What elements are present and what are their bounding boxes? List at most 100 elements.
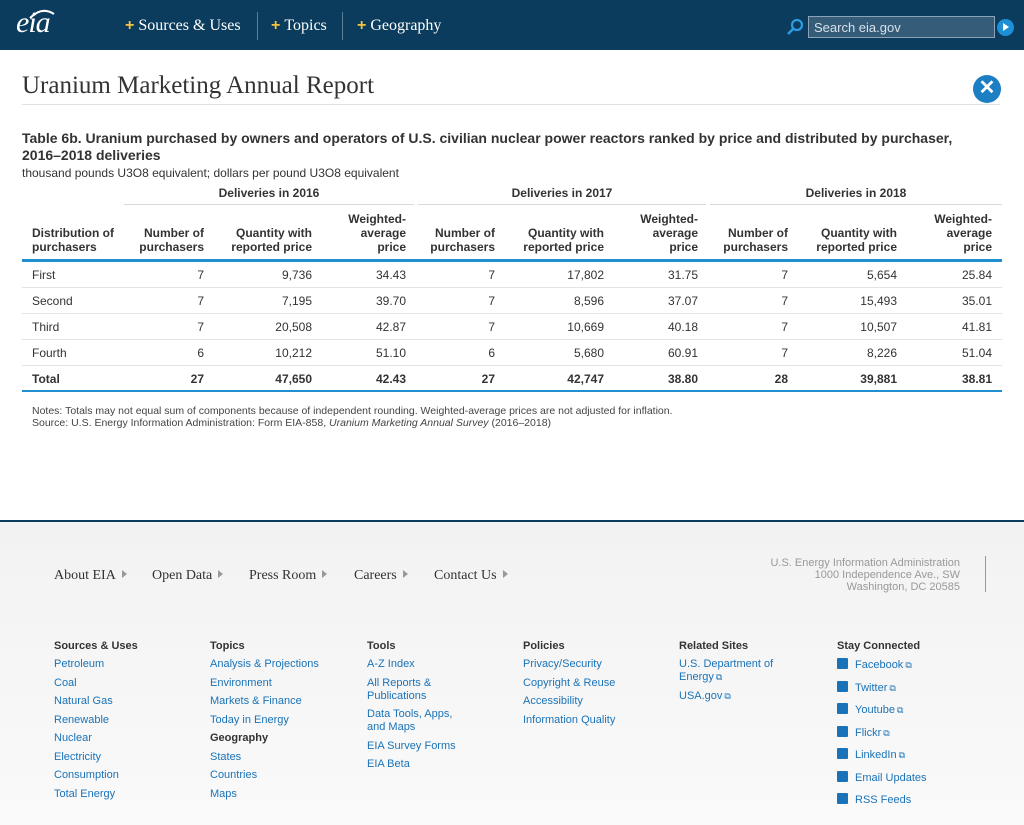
page-title: Uranium Marketing Annual Report [22,72,375,99]
col-header-line: price [377,240,406,254]
footer-link-nuclear[interactable]: Nuclear [54,732,92,744]
footer-link-electricity[interactable]: Electricity [54,750,102,763]
email-icon [837,770,848,782]
footer-link-renewable[interactable]: Renewable [54,713,110,726]
external-link-icon: ⧉ [715,672,723,682]
row-label: Second [32,294,73,308]
social-link-flickr[interactable]: Flickr ⧉ [837,725,977,740]
social-link-email[interactable]: Email Updates [837,770,977,785]
footer-nav-about[interactable]: About EIA [54,568,127,584]
footer-link-survey-forms[interactable]: EIA Survey Forms [367,739,456,752]
table-title: Table 6b. Uranium purchased by owners an… [22,130,953,163]
search-submit-button[interactable] [997,19,1014,36]
rss-icon [837,793,848,804]
col-header-line: reported price [231,240,312,254]
footer-subheading-geography: Geography [210,732,269,744]
footer-link-maps[interactable]: Maps [210,787,237,800]
social-link-youtube[interactable]: Youtube ⧉ [837,703,977,717]
col-header-line: Quantity with [236,226,312,240]
row-label: First [32,268,56,282]
external-link-icon: ⧉ [724,690,731,701]
col-header-distribution: Distribution of purchasers [32,226,114,254]
group-rule [418,204,706,205]
flickr-icon [837,725,848,737]
twitter-icon [837,680,848,692]
footer-nav-careers[interactable]: Careers [354,568,408,584]
search-input[interactable] [808,16,995,38]
row-label: Third [32,320,60,334]
footer-link-states[interactable]: States [210,750,242,763]
social-link-facebook[interactable]: Facebook ⧉ [837,658,977,672]
table-cell: 10,507 [860,320,897,334]
plus-icon: + [271,17,281,34]
social-link-linkedin[interactable]: LinkedIn ⧉ [837,748,977,762]
footer-col-related: Related Sites U.S. Department of Energy ⧉… [679,640,789,708]
footer-link-copyright[interactable]: Copyright & Reuse [523,676,616,689]
footer-link-accessibility[interactable]: Accessibility [523,695,583,707]
nav-geography[interactable]: + Geography [357,17,442,34]
close-icon: ✕ [978,77,996,99]
footer-link-privacy[interactable]: Privacy/Security [523,658,602,670]
close-button[interactable]: ✕ [973,75,1001,103]
footer-link-reports[interactable]: All Reports & Publications [367,676,432,702]
col-header-quantity: Quantity with reported price [504,226,604,254]
footer: About EIA Open Data Press Room Careers C… [0,520,1024,825]
table-cell: 38.80 [667,372,698,386]
col-header-number: Number of purchasers [688,226,788,254]
col-header-line: Quantity with [821,226,897,240]
col-header-line: average [360,226,406,240]
table-cell: 7 [488,320,495,334]
table-cell: 6 [197,346,204,360]
col-header-line: Number of [728,226,788,240]
col-header-quantity: Quantity with reported price [212,226,312,254]
footer-link-countries[interactable]: Countries [210,769,258,781]
footer-link-usa-gov[interactable]: USA.gov ⧉ [679,689,731,702]
footer-link-analysis[interactable]: Analysis & Projections [210,658,319,670]
table-cell: 42,747 [567,372,604,386]
footer-link-today[interactable]: Today in Energy [210,713,289,726]
footer-link-info-quality[interactable]: Information Quality [523,713,616,726]
footer-nav-contact[interactable]: Contact Us [434,568,508,584]
nav-sources-uses[interactable]: + Sources & Uses [125,17,241,34]
footer-link-doe[interactable]: U.S. Department of Energy ⧉ [679,658,774,683]
footer-link-coal[interactable]: Coal [54,676,77,689]
footer-link-az-index[interactable]: A-Z Index [367,658,415,670]
col-header-quantity: Quantity with reported price [797,226,897,254]
col-header-line: purchasers [32,240,97,254]
footer-nav-press-room[interactable]: Press Room [249,568,328,584]
table-cell: 6 [488,346,495,360]
footer-link-environment[interactable]: Environment [210,676,272,689]
footer-col-policies: Policies Privacy/Security Copyright & Re… [523,640,663,732]
table-cell: 8,596 [573,294,604,308]
row-label: Total [32,372,60,386]
nav-topics[interactable]: + Topics [271,17,327,34]
footer-link-consumption[interactable]: Consumption [54,769,119,781]
table-cell: 60.91 [667,346,698,360]
col-header-line: Weighted- [934,212,992,226]
social-link-twitter[interactable]: Twitter ⧉ [837,680,977,695]
col-header-line: average [652,226,698,240]
table-cell: 7 [488,294,495,308]
facebook-icon [837,658,848,669]
table-cell: 7 [781,346,788,360]
social-link-rss[interactable]: RSS Feeds [837,793,977,807]
arrow-right-icon [218,570,224,578]
table-cell: 27 [190,372,204,386]
footer-link-natural-gas[interactable]: Natural Gas [54,695,113,707]
footer-link-markets[interactable]: Markets & Finance [210,695,302,707]
footer-link-total-energy[interactable]: Total Energy [54,787,116,800]
nav-divider [257,12,258,40]
footer-link-data-tools[interactable]: Data Tools, Apps, and Maps [367,708,453,733]
footer-link-eia-beta[interactable]: EIA Beta [367,758,410,770]
address-divider [985,556,986,592]
group-rule [710,204,1002,205]
col-header-line: Weighted- [640,212,698,226]
plus-icon: + [357,17,367,34]
footer-heading: Policies [523,640,565,652]
footer-link-petroleum[interactable]: Petroleum [54,658,105,670]
row-label: Fourth [32,346,67,360]
table-cell: 31.75 [667,268,698,282]
col-header-line: Number of [435,226,495,240]
arrow-right-icon [402,570,408,578]
footer-nav-open-data[interactable]: Open Data [152,568,224,584]
